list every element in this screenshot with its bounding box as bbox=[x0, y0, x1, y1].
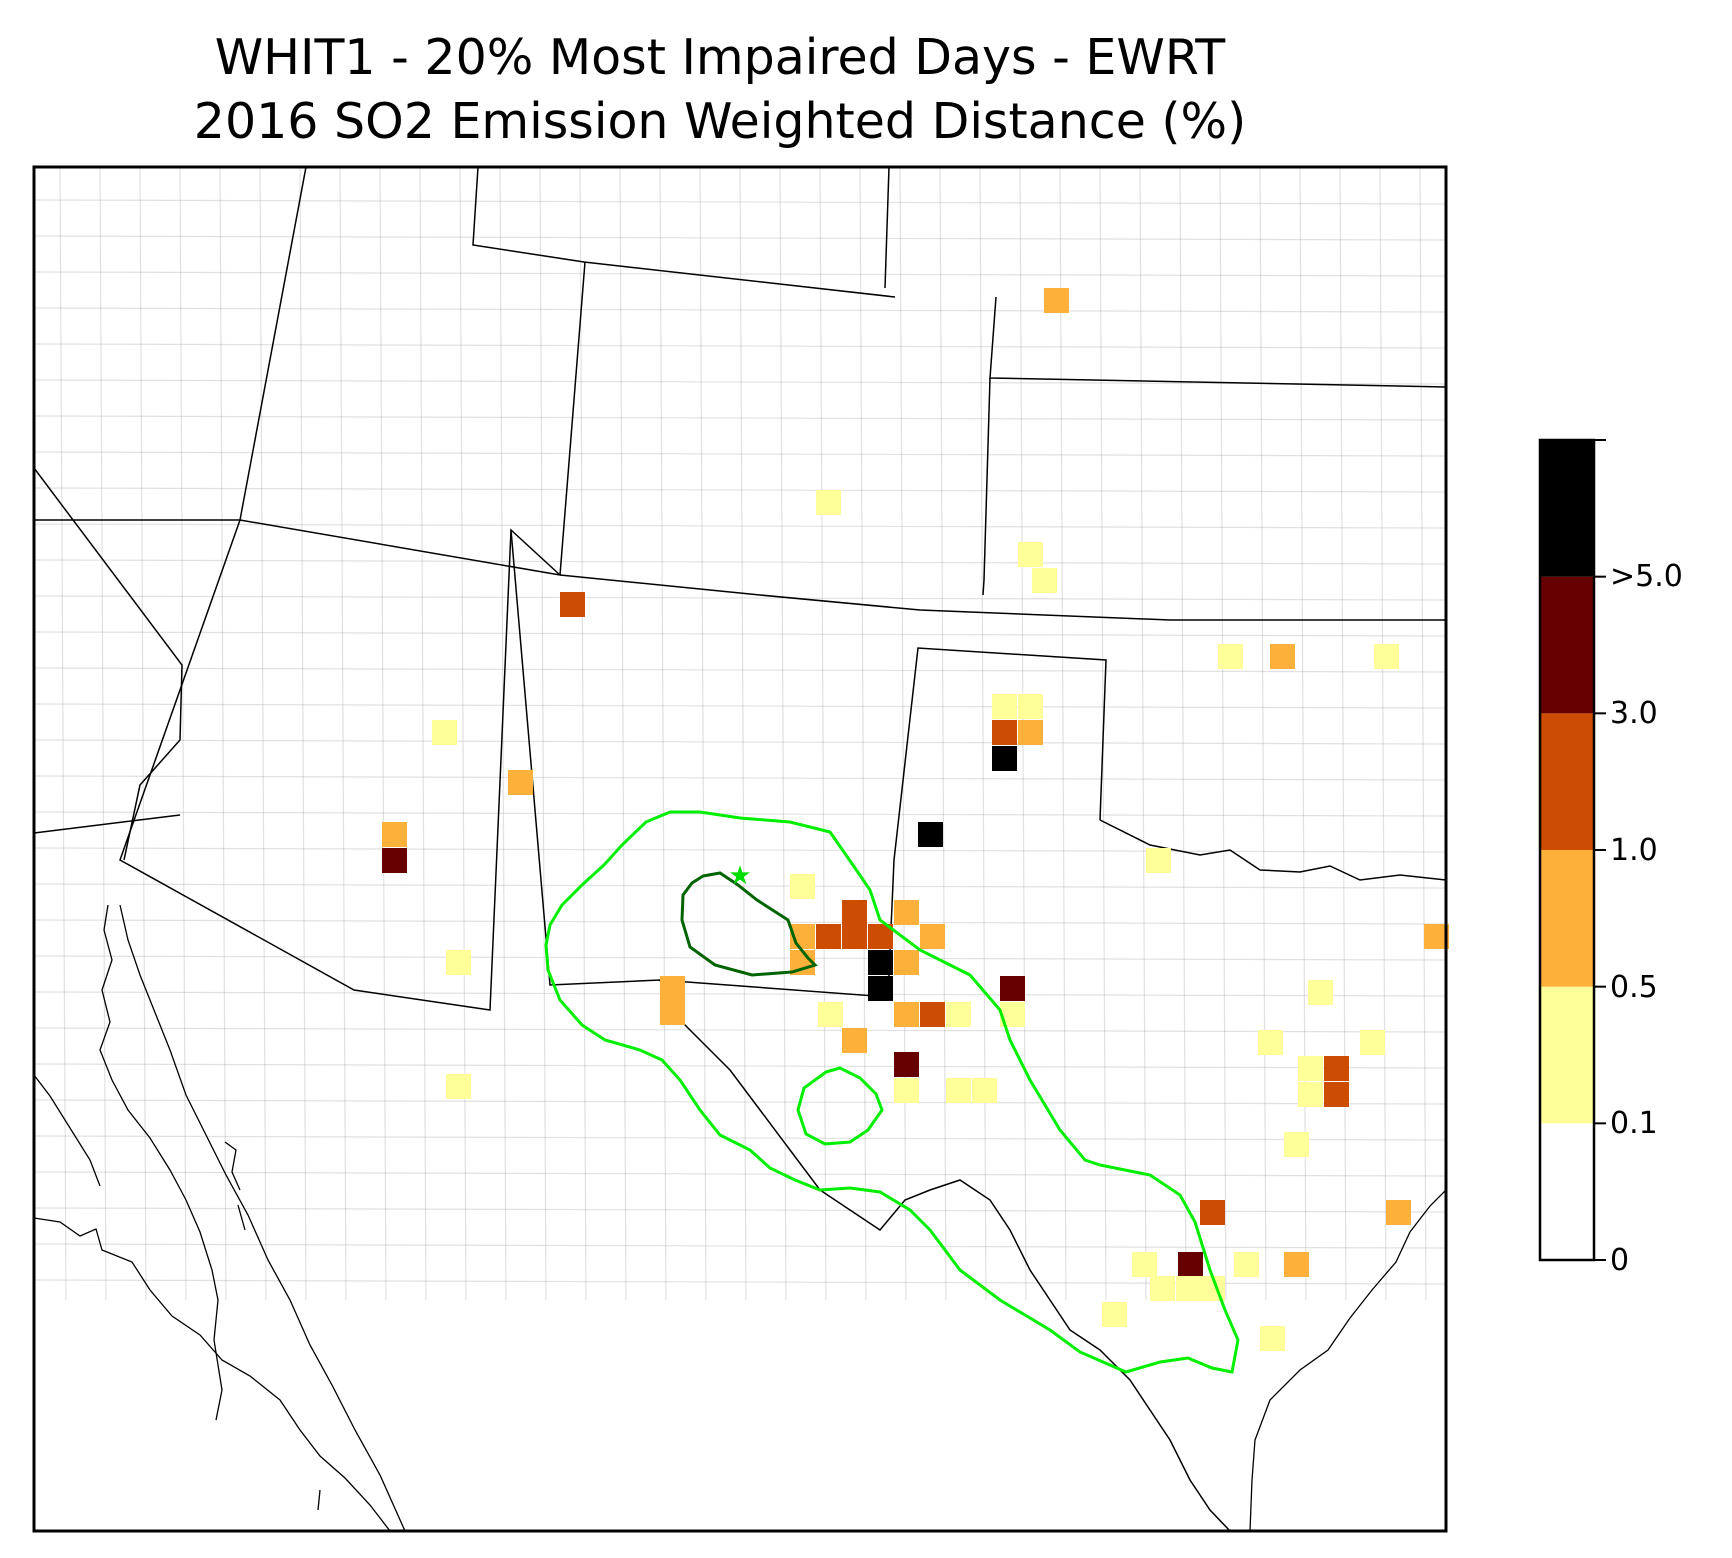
emission-cell bbox=[842, 900, 867, 925]
emission-cell bbox=[1150, 1276, 1175, 1301]
emission-cell bbox=[1178, 1252, 1203, 1277]
emission-cell bbox=[1132, 1252, 1157, 1277]
emission-cells bbox=[382, 288, 1449, 1351]
emission-cell bbox=[1018, 720, 1043, 745]
emission-cell bbox=[946, 1078, 971, 1103]
emission-cell bbox=[868, 950, 893, 975]
colorbar-segment bbox=[1540, 713, 1594, 850]
emission-cell bbox=[1308, 980, 1333, 1005]
emission-cell bbox=[1284, 1252, 1309, 1277]
emission-cell bbox=[894, 900, 919, 925]
contour-outer bbox=[544, 810, 1240, 1374]
emission-cell bbox=[1044, 288, 1069, 313]
emission-cell bbox=[842, 1028, 867, 1053]
emission-cell bbox=[992, 720, 1017, 745]
emission-cell bbox=[816, 490, 841, 515]
emission-cell bbox=[508, 770, 533, 795]
coastline bbox=[34, 904, 1446, 1531]
map-frame bbox=[32, 165, 1448, 1533]
emission-cell bbox=[818, 1002, 843, 1027]
emission-cell bbox=[382, 822, 407, 847]
colorbar-segment bbox=[1540, 986, 1594, 1124]
colorbar-segment bbox=[1540, 440, 1594, 577]
state-boundaries bbox=[34, 167, 1446, 1531]
emission-cell bbox=[790, 874, 815, 899]
emission-cell bbox=[660, 1000, 685, 1025]
emission-cell bbox=[920, 1002, 945, 1027]
emission-cell bbox=[1234, 1252, 1259, 1277]
emission-cell bbox=[894, 1052, 919, 1077]
colorbar-label-0: 0 bbox=[1610, 1243, 1630, 1278]
emission-cell bbox=[1386, 1200, 1411, 1225]
emission-cell bbox=[446, 950, 471, 975]
emission-cell bbox=[1018, 694, 1043, 719]
contour-inner bbox=[680, 871, 818, 977]
emission-cell bbox=[918, 822, 943, 847]
emission-cell bbox=[1298, 1056, 1323, 1081]
emission-cell bbox=[1298, 1082, 1323, 1107]
emission-cell bbox=[432, 720, 457, 745]
emission-cell bbox=[1176, 1276, 1201, 1301]
emission-cell bbox=[1284, 1132, 1309, 1157]
svg-text:★: ★ bbox=[728, 861, 751, 891]
emission-cell bbox=[920, 924, 945, 949]
emission-cell bbox=[816, 924, 841, 949]
emission-cell bbox=[1374, 644, 1399, 669]
county-boundaries bbox=[34, 167, 1446, 1301]
map-title-line1: WHIT1 - 20% Most Impaired Days - EWRT bbox=[214, 29, 1226, 86]
emission-cell bbox=[894, 1002, 919, 1027]
emission-cell bbox=[842, 924, 867, 949]
colorbar-segment bbox=[1540, 576, 1594, 714]
colorbar-label-0-5: 0.5 bbox=[1610, 970, 1658, 1005]
emission-cell bbox=[1270, 644, 1295, 669]
map-title-line2: 2016 SO2 Emission Weighted Distance (%) bbox=[193, 93, 1247, 150]
colorbar bbox=[1538, 438, 1606, 1262]
emission-cell bbox=[1146, 848, 1171, 873]
emission-cell bbox=[382, 848, 407, 873]
emission-cell bbox=[1200, 1200, 1225, 1225]
emission-cell bbox=[1324, 1056, 1349, 1081]
star-icon: ★ bbox=[728, 861, 751, 891]
emission-cell bbox=[868, 976, 893, 1001]
emission-cell bbox=[1018, 542, 1043, 567]
colorbar-label-3-0: 3.0 bbox=[1610, 696, 1658, 731]
emission-cell bbox=[1260, 1326, 1285, 1351]
emission-cell bbox=[992, 746, 1017, 771]
emission-cell bbox=[1360, 1030, 1385, 1055]
emission-cell bbox=[1032, 568, 1057, 593]
emission-cell bbox=[660, 976, 685, 1001]
emission-cell bbox=[446, 1074, 471, 1099]
emission-cell bbox=[972, 1078, 997, 1103]
colorbar-label-5-0: >5.0 bbox=[1610, 559, 1683, 594]
emission-cell bbox=[1324, 1082, 1349, 1107]
emission-cell bbox=[560, 592, 585, 617]
emission-cell bbox=[946, 1002, 971, 1027]
colorbar-label-0-1: 0.1 bbox=[1610, 1106, 1658, 1141]
colorbar-segment bbox=[1540, 1123, 1594, 1260]
emission-cell bbox=[894, 950, 919, 975]
emission-cell bbox=[1218, 644, 1243, 669]
emission-cell bbox=[894, 1078, 919, 1103]
emission-cell bbox=[1000, 976, 1025, 1001]
colorbar-label-1-0: 1.0 bbox=[1610, 833, 1658, 868]
emission-cell bbox=[1258, 1030, 1283, 1055]
colorbar-segment bbox=[1540, 850, 1594, 987]
emission-cell bbox=[1102, 1302, 1127, 1327]
emission-cell bbox=[992, 694, 1017, 719]
